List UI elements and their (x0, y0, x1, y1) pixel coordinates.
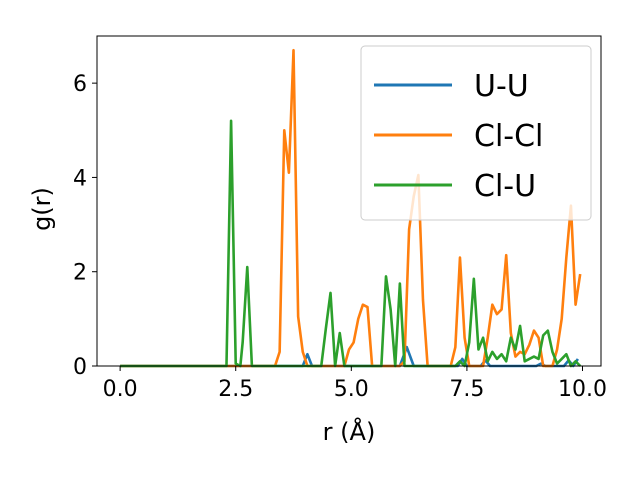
legend-label: Cl-Cl (474, 119, 543, 154)
y-axis-ticks: 0 2 4 6 (73, 72, 97, 380)
x-tick-label: 10.0 (558, 377, 607, 402)
legend-label: Cl-U (474, 169, 536, 204)
y-tick-label: 6 (73, 72, 87, 97)
legend-box (360, 45, 592, 221)
legend-label: U-U (474, 69, 529, 104)
y-tick-label: 0 (73, 355, 87, 380)
x-axis-label: r (Å) (323, 417, 376, 446)
x-axis-ticks: 0.0 2.5 5.0 7.5 10.0 (103, 366, 607, 402)
legend: U-U Cl-Cl Cl-U (360, 45, 592, 221)
plot-frame (96, 35, 602, 367)
x-tick-label: 7.5 (449, 377, 484, 402)
y-tick-label: 4 (73, 166, 87, 191)
x-tick-label: 5.0 (334, 377, 369, 402)
x-tick-label: 2.5 (218, 377, 253, 402)
y-axis-label: g(r) (28, 187, 56, 231)
y-tick-label: 2 (73, 261, 87, 286)
x-tick-label: 0.0 (103, 377, 138, 402)
